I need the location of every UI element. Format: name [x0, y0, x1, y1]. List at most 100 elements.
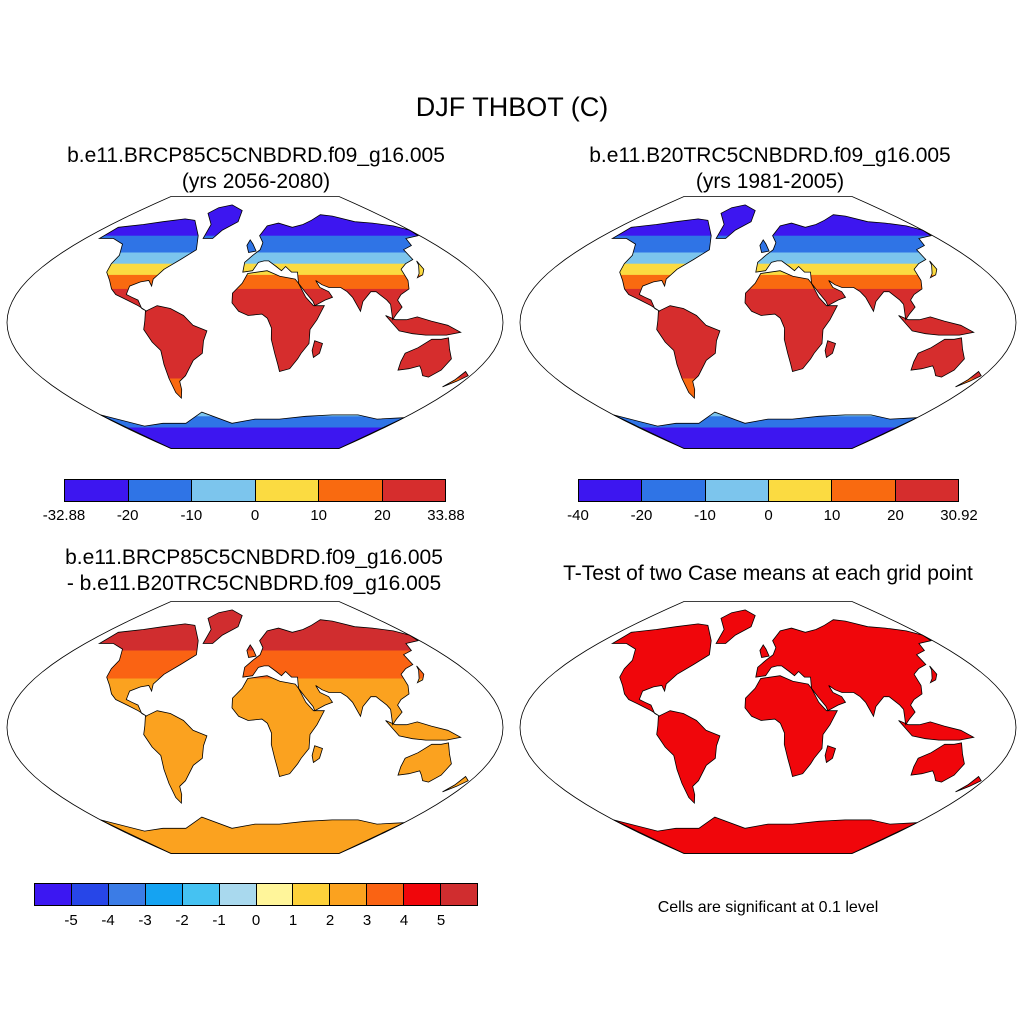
colorbar-tick-label: 33.88	[427, 507, 465, 524]
coastline-greenland	[202, 204, 243, 239]
colorbar-tick-label: 1	[288, 912, 298, 929]
colorbar-tick-label: 0	[764, 507, 773, 524]
panel-title-line: - b.e11.B20TRC5CNBDRD.f09_g16.005	[66, 572, 442, 595]
map-border	[6, 196, 504, 449]
coastline-uk	[759, 644, 770, 658]
colorbar-swatch	[65, 480, 129, 501]
panel-title-line: b.e11.BRCP85C5CNBDRD.f09_g16.005	[65, 546, 443, 569]
colorbar-tick-label: 4	[399, 912, 409, 929]
colorbar-swatch	[293, 884, 331, 905]
colorbar-swatch	[35, 884, 72, 905]
coastline-newZealand	[955, 370, 982, 388]
coastline-japan	[416, 665, 425, 684]
colorbar-tick-label: 20	[373, 507, 391, 524]
panel-title-line: b.e11.BRCP85C5CNBDRD.f09_g16.005	[67, 144, 445, 167]
map-ttest	[519, 601, 1017, 854]
colorbar-swatch	[255, 480, 319, 501]
colorbar-difference	[34, 883, 478, 906]
coastline-greenland	[715, 204, 756, 239]
coastline-africa	[231, 270, 325, 372]
coastline-antarctica	[100, 816, 405, 854]
colorbar-swatch	[895, 480, 958, 501]
coastline-northAmerica	[97, 218, 199, 312]
colorbar-swatch	[108, 884, 146, 905]
colorbar-swatch	[330, 884, 368, 905]
coastline-northAmerica	[97, 623, 199, 717]
panel-title-line: b.e11.B20TRC5CNBDRD.f09_g16.005	[589, 144, 951, 167]
coastline-africa	[744, 270, 838, 372]
coastline-indonesia	[898, 315, 975, 336]
coastline-australia	[910, 337, 965, 378]
panel-title-line: T-Test of two Case means at each grid po…	[563, 562, 973, 585]
coastline-australia	[397, 337, 452, 378]
panel-title-case2: b.e11.B20TRC5CNBDRD.f09_g16.005 (yrs 198…	[520, 143, 1020, 195]
coastline-japan	[929, 260, 938, 279]
colorbar-tick-label: 20	[887, 507, 904, 524]
colorbar-tick-label: -5	[64, 912, 78, 929]
colorbar-ticks-case2: -40 -20 -10 0 10 20 30.92	[567, 507, 978, 527]
colorbar-swatch	[705, 480, 769, 501]
coastline-uk	[759, 239, 770, 253]
colorbar-tick-label: -40	[567, 507, 589, 524]
coastline-indonesia	[898, 720, 975, 741]
colorbar-tick-label: 3	[362, 912, 372, 929]
colorbar-tick-label: 30.92	[940, 507, 978, 524]
map-border	[6, 601, 504, 854]
coastline-newZealand	[442, 775, 469, 793]
coastline-madagascar	[311, 745, 323, 764]
coastline-antarctica	[613, 411, 918, 449]
colorbar-tick-label: 2	[325, 912, 335, 929]
figure-title: DJF THBOT (C)	[415, 92, 609, 122]
coastline-greenland	[715, 609, 756, 644]
coastline-newZealand	[442, 370, 469, 388]
coastline-africa	[744, 675, 838, 777]
colorbar-tick-label: -32.88	[42, 507, 86, 524]
colorbar-tick-label: 0	[250, 507, 260, 524]
colorbar-tick-label: -10	[180, 507, 203, 524]
colorbar-tick-label: -3	[138, 912, 152, 929]
coastline-southAmerica	[143, 710, 208, 805]
colorbar-swatch	[128, 480, 192, 501]
colorbar-swatch	[404, 884, 442, 905]
colorbar-tick-label: 0	[251, 912, 261, 929]
colorbar-tick-label: -10	[694, 507, 716, 524]
coastline-antarctica	[100, 411, 405, 449]
coastline-indonesia	[385, 315, 462, 336]
colorbar-tick-label: -20	[630, 507, 653, 524]
coastline-australia	[910, 742, 965, 783]
colorbar-swatch	[182, 884, 220, 905]
colorbar-swatch	[642, 480, 706, 501]
colorbar-swatch	[367, 884, 405, 905]
coastline-madagascar	[824, 745, 836, 764]
land-fill	[612, 609, 982, 854]
colorbar-swatch	[441, 884, 478, 905]
map-border	[519, 601, 1017, 854]
colorbar-case2	[578, 479, 959, 502]
panel-title-line: (yrs 1981-2005)	[695, 170, 845, 193]
coastline-antarctica	[613, 816, 918, 854]
coastline-indonesia	[385, 720, 462, 741]
colorbar-swatch	[192, 480, 256, 501]
coastline-australia	[397, 742, 452, 783]
land-fill	[99, 204, 469, 449]
colorbar-tick-label: -4	[101, 912, 115, 929]
coastline-newZealand	[955, 775, 982, 793]
colorbar-swatch	[382, 480, 445, 501]
coastline-uk	[246, 644, 257, 658]
map-case1	[6, 196, 504, 449]
colorbar-swatch	[832, 480, 896, 501]
map-border	[519, 196, 1017, 449]
panel-title-ttest: T-Test of two Case means at each grid po…	[518, 561, 1018, 587]
colorbar-case1	[64, 479, 446, 502]
coastline-southAmerica	[143, 305, 208, 400]
colorbar-ticks-case1: -32.88 -20 -10 0 10 20 33.88	[43, 507, 465, 527]
colorbar-tick-label: -2	[175, 912, 189, 929]
coastline-madagascar	[824, 340, 836, 359]
colorbar-swatch	[145, 884, 183, 905]
colorbar-tick-label: 10	[310, 507, 327, 524]
coastline-northAmerica	[610, 623, 712, 717]
coastline-japan	[929, 665, 938, 684]
land-fill	[99, 609, 469, 854]
map-difference	[6, 601, 504, 854]
coastline-uk	[246, 239, 257, 253]
